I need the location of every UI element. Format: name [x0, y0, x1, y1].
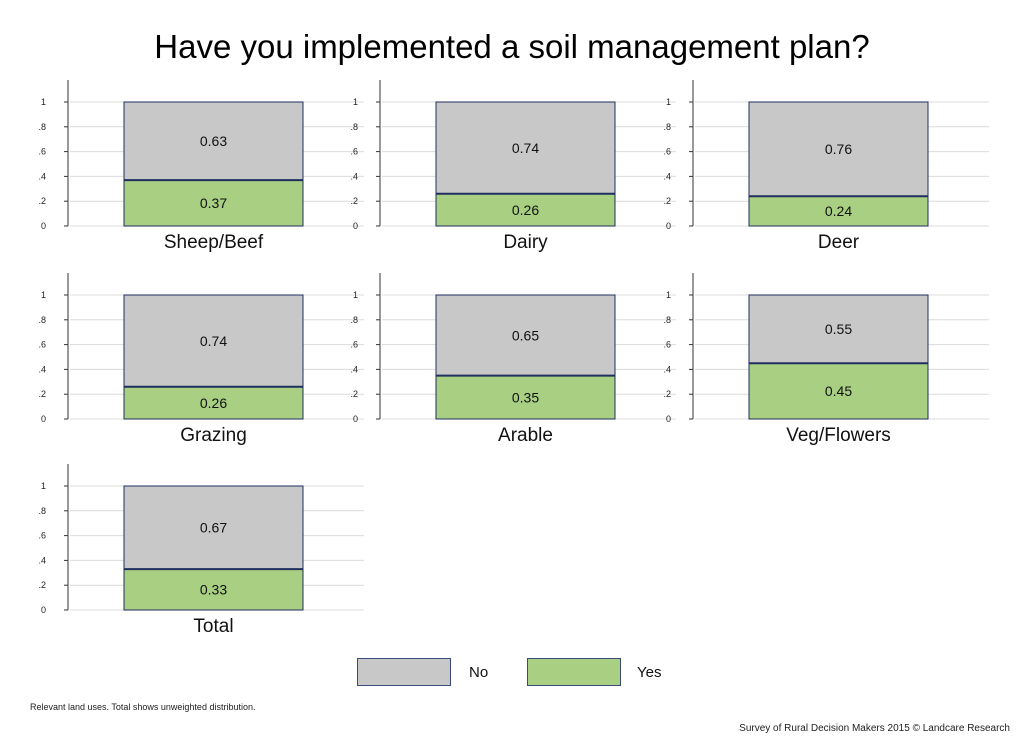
- data-label-no: 0.74: [512, 140, 539, 156]
- y-tick-label: 0: [666, 414, 671, 424]
- legend-label-yes: Yes: [637, 664, 662, 681]
- y-tick-label: .6: [38, 340, 46, 350]
- y-tick-label: .6: [663, 340, 671, 350]
- data-label-yes: 0.35: [512, 389, 539, 405]
- y-tick-label: .8: [663, 315, 671, 325]
- data-label-no: 0.67: [200, 520, 227, 536]
- y-tick-label: 0: [41, 221, 46, 231]
- category-label: Dairy: [503, 232, 548, 253]
- y-tick-label: .4: [350, 171, 358, 181]
- bar-yes: [748, 195, 929, 227]
- legend-swatch-no: [357, 658, 451, 686]
- y-tick-label: .6: [350, 340, 358, 350]
- y-tick-label: .8: [38, 122, 46, 132]
- y-tick-label: 0: [353, 221, 358, 231]
- bar-no: [435, 101, 616, 195]
- bar-yes: [123, 568, 304, 611]
- data-label-yes: 0.26: [200, 395, 227, 411]
- data-label-yes: 0.45: [825, 383, 852, 399]
- y-tick-label: 0: [41, 414, 46, 424]
- data-label-yes: 0.26: [512, 202, 539, 218]
- bar-no: [123, 485, 304, 570]
- y-tick-label: .6: [350, 147, 358, 157]
- y-tick-label: .2: [38, 580, 46, 590]
- data-label-yes: 0.37: [200, 195, 227, 211]
- y-tick-label: .2: [38, 196, 46, 206]
- bar-no: [123, 294, 304, 388]
- data-label-yes: 0.33: [200, 582, 227, 598]
- y-tick-label: .2: [350, 196, 358, 206]
- data-label-no: 0.65: [512, 327, 539, 343]
- category-label: Veg/Flowers: [786, 425, 891, 446]
- data-label-no: 0.55: [825, 321, 852, 337]
- y-tick-label: .8: [38, 506, 46, 516]
- chart-plot: 0 .2 .4 .6 .8 1 0.63 0.37 Sheep/Beef 0 .2 .4 .6 .8 1 0.…: [38, 80, 989, 637]
- data-label-no: 0.74: [200, 333, 227, 349]
- legend-swatch-yes: [527, 658, 621, 686]
- legend-label-no: No: [469, 664, 489, 681]
- y-tick-label: .8: [350, 315, 358, 325]
- y-tick-label: .4: [38, 555, 46, 565]
- y-tick-label: 1: [41, 290, 46, 300]
- bar-no: [123, 101, 304, 181]
- bar-yes: [123, 386, 304, 420]
- y-tick-label: .4: [663, 364, 671, 374]
- y-tick-label: .4: [350, 364, 358, 374]
- category-label: Total: [193, 616, 233, 637]
- y-tick-label: .6: [663, 147, 671, 157]
- bar-yes: [435, 375, 616, 420]
- y-tick-label: 0: [41, 605, 46, 615]
- y-tick-label: 1: [353, 290, 358, 300]
- y-tick-label: 1: [41, 481, 46, 491]
- y-tick-label: .8: [38, 315, 46, 325]
- data-label-no: 0.76: [825, 141, 852, 157]
- footnote: Relevant land uses. Total shows unweight…: [30, 702, 256, 712]
- chart-title: Have you implemented a soil management p…: [154, 28, 870, 65]
- bar-yes: [748, 362, 929, 420]
- y-tick-label: 1: [353, 97, 358, 107]
- y-tick-label: .8: [663, 122, 671, 132]
- y-tick-label: .2: [663, 196, 671, 206]
- y-tick-label: .4: [38, 171, 46, 181]
- y-tick-label: .6: [38, 531, 46, 541]
- category-label: Sheep/Beef: [164, 232, 264, 253]
- bar-yes: [123, 179, 304, 227]
- y-tick-label: 0: [666, 221, 671, 231]
- y-tick-label: .2: [663, 389, 671, 399]
- y-tick-label: .6: [38, 147, 46, 157]
- bar-no: [748, 294, 929, 364]
- y-tick-label: .2: [350, 389, 358, 399]
- credit: Survey of Rural Decision Makers 2015 © L…: [739, 723, 1010, 734]
- y-tick-label: 0: [353, 414, 358, 424]
- y-tick-label: .2: [38, 389, 46, 399]
- y-tick-label: 1: [41, 97, 46, 107]
- category-label: Arable: [498, 425, 553, 446]
- category-label: Deer: [818, 232, 860, 253]
- y-tick-label: 1: [666, 97, 671, 107]
- legend: No Yes: [357, 658, 687, 688]
- y-tick-label: .4: [663, 171, 671, 181]
- data-label-yes: 0.24: [825, 203, 852, 219]
- bar-no: [435, 294, 616, 377]
- data-label-no: 0.63: [200, 133, 227, 149]
- y-tick-label: .8: [350, 122, 358, 132]
- category-label: Grazing: [180, 425, 247, 446]
- y-tick-label: .4: [38, 364, 46, 374]
- y-tick-label: 1: [666, 290, 671, 300]
- bar-no: [748, 101, 929, 197]
